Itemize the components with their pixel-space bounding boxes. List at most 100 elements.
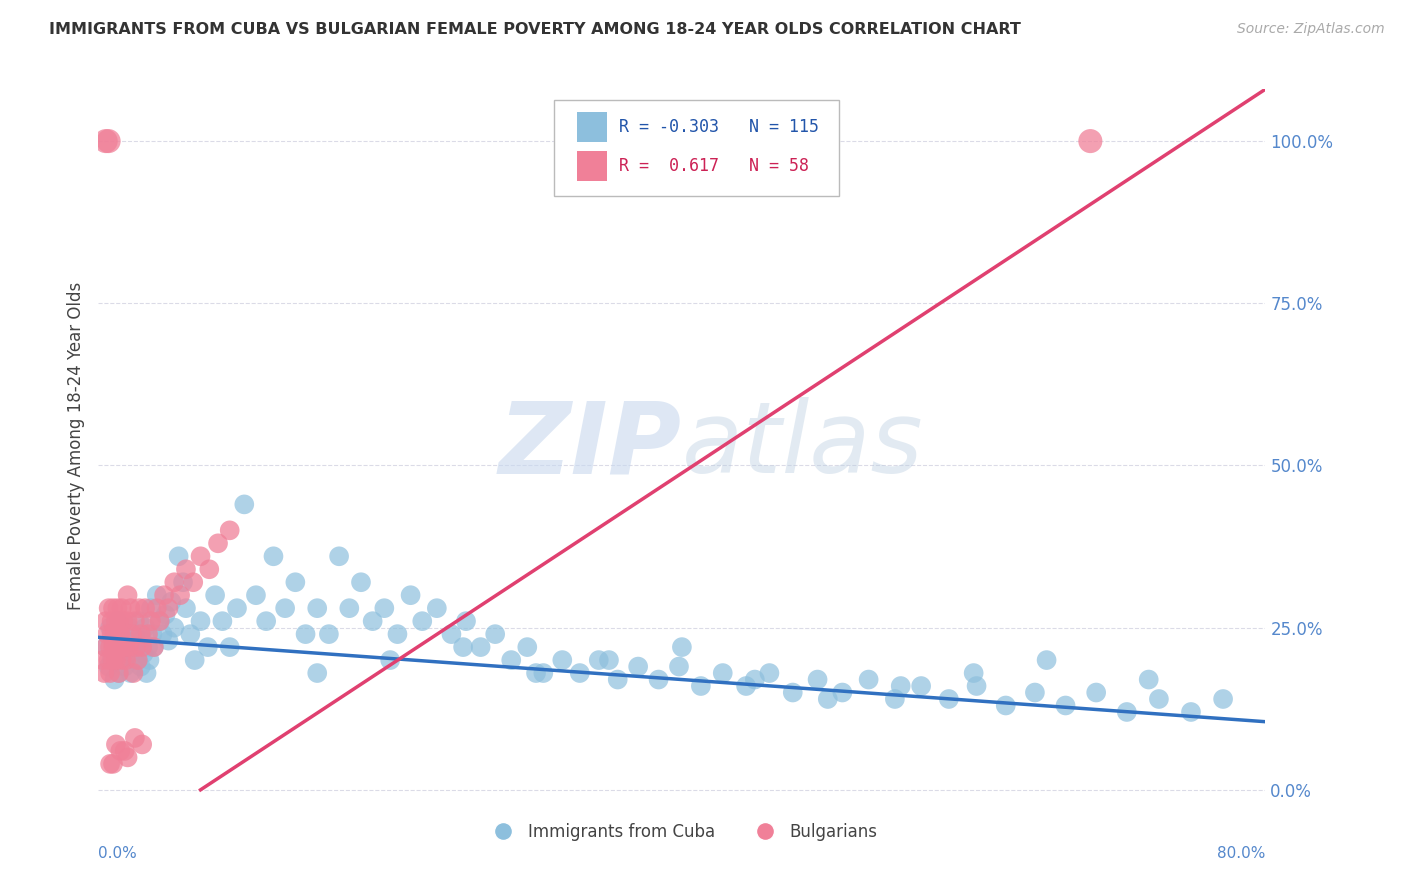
Point [117, 614, 139, 628]
Point [689, 679, 711, 693]
Point [134, 601, 156, 615]
Point [131, 640, 153, 654]
Point [110, 627, 132, 641]
Point [361, 614, 384, 628]
Point [1180, 705, 1202, 719]
Point [204, 588, 226, 602]
Point [516, 640, 538, 654]
Point [112, 614, 135, 628]
Point [103, 627, 125, 641]
Text: 0.0%: 0.0% [98, 846, 138, 861]
Point [104, 738, 127, 752]
Point [1035, 653, 1057, 667]
Point [1080, 134, 1102, 148]
Point [373, 601, 395, 615]
Point [169, 588, 191, 602]
Point [129, 627, 152, 641]
Point [647, 673, 669, 687]
FancyBboxPatch shape [576, 151, 607, 180]
Point [104, 614, 127, 628]
Point [101, 756, 124, 771]
Point [125, 640, 148, 654]
Point [1024, 685, 1046, 699]
Point [318, 627, 340, 641]
Point [1085, 685, 1108, 699]
Point [938, 692, 960, 706]
Point [174, 562, 197, 576]
Point [132, 647, 155, 661]
Point [108, 614, 131, 628]
Point [114, 659, 136, 673]
Point [197, 640, 219, 654]
Point [120, 666, 142, 681]
Point [174, 601, 197, 615]
Point [117, 750, 139, 764]
Point [167, 549, 190, 564]
Point [588, 653, 610, 667]
Point [104, 647, 127, 661]
Point [97, 134, 120, 148]
Point [124, 614, 146, 628]
Point [124, 627, 146, 641]
Point [98, 756, 121, 771]
Point [91, 653, 114, 667]
Point [111, 601, 134, 615]
Point [399, 588, 422, 602]
Point [142, 640, 165, 654]
Point [817, 692, 839, 706]
Point [105, 640, 128, 654]
Point [531, 666, 554, 681]
Point [101, 640, 124, 654]
Point [100, 653, 122, 667]
Point [890, 679, 912, 693]
Point [1115, 705, 1137, 719]
Point [484, 627, 506, 641]
Point [110, 627, 132, 641]
Point [501, 653, 523, 667]
Point [115, 653, 138, 667]
Point [568, 666, 591, 681]
Point [100, 627, 122, 641]
Point [451, 640, 474, 654]
Text: atlas: atlas [682, 398, 924, 494]
Point [118, 621, 141, 635]
Point [1147, 692, 1170, 706]
Point [411, 614, 433, 628]
Point [962, 666, 984, 681]
Point [129, 659, 152, 673]
Point [134, 621, 156, 635]
Point [101, 601, 124, 615]
Point [858, 673, 880, 687]
Point [131, 738, 153, 752]
Point [190, 614, 212, 628]
Point [172, 575, 194, 590]
Point [284, 575, 307, 590]
Point [121, 640, 143, 654]
Point [245, 588, 267, 602]
Point [152, 627, 174, 641]
Point [120, 601, 142, 615]
FancyBboxPatch shape [554, 100, 839, 196]
Point [627, 659, 650, 673]
Point [711, 666, 734, 681]
Y-axis label: Female Poverty Among 18-24 Year Olds: Female Poverty Among 18-24 Year Olds [66, 282, 84, 610]
Text: R = -0.303   N = 115: R = -0.303 N = 115 [619, 118, 818, 136]
Point [910, 679, 932, 693]
Point [149, 614, 172, 628]
Point [105, 601, 128, 615]
Point [146, 601, 169, 615]
Point [994, 698, 1017, 713]
Point [122, 653, 145, 667]
Point [94, 640, 117, 654]
Point [155, 607, 177, 622]
Point [117, 588, 139, 602]
Point [274, 601, 297, 615]
Point [426, 601, 449, 615]
Point [470, 640, 492, 654]
Point [606, 673, 628, 687]
Point [157, 633, 180, 648]
Point [190, 549, 212, 564]
Point [97, 653, 120, 667]
Point [380, 653, 402, 667]
Point [111, 653, 134, 667]
